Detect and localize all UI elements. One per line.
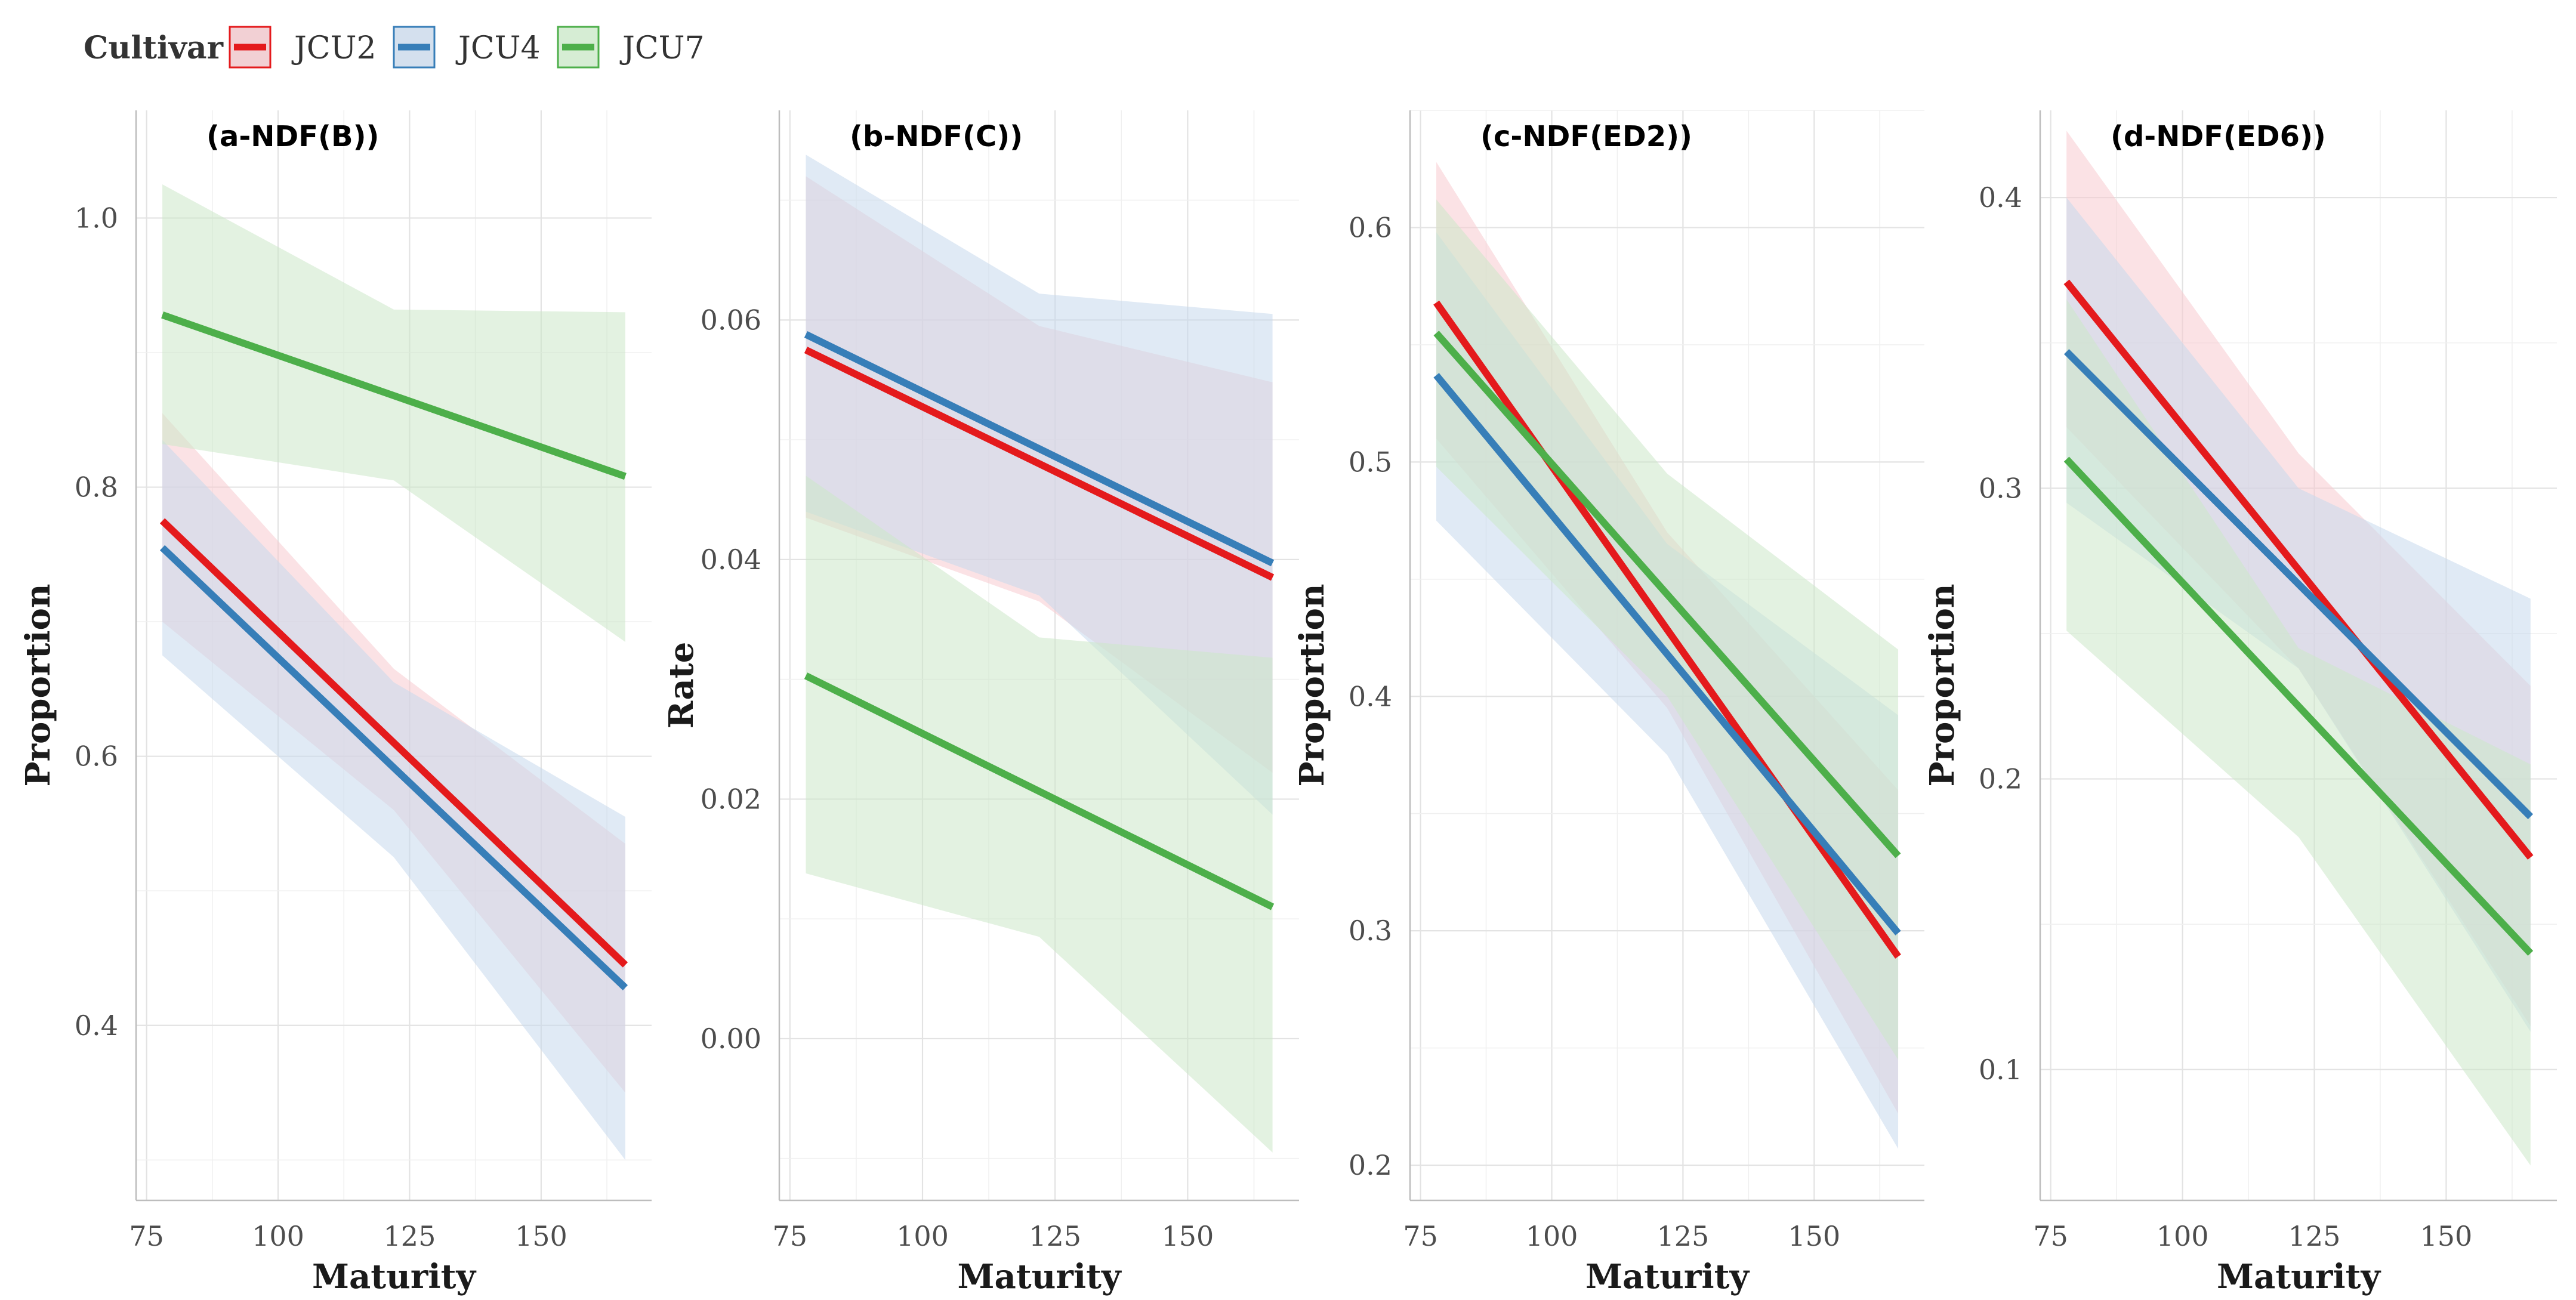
x-tick-label: 125 [1029, 1220, 1081, 1252]
series-line-jcu4 [804, 331, 1275, 567]
series-line-jcu2 [1433, 300, 1901, 959]
x-tick-label: 125 [2288, 1220, 2341, 1252]
x-tick-label: 150 [2420, 1220, 2473, 1252]
x-tick-label: 75 [1403, 1220, 1438, 1252]
panel-b: 75 100 125 150 0.00 0.02 0.04 0.06 Maturity Rate (… [662, 110, 1299, 1296]
legend-item-jcu2: JCU2 [229, 26, 377, 69]
y-tick-label: 0.3 [1979, 472, 2022, 504]
ci-ribbons [162, 184, 625, 1160]
legend-label-jcu2: JCU2 [291, 30, 377, 66]
grid [1410, 110, 1924, 1200]
series-line-jcu2 [2063, 279, 2534, 860]
ci-ribbon-jcu7 [162, 184, 625, 642]
y-tick-label: 1.0 [75, 202, 118, 234]
series-line-jcu7 [804, 672, 1275, 910]
panel-title-d: (d-NDF(ED6)) [2111, 120, 2326, 153]
x-tick-label: 150 [1788, 1220, 1840, 1252]
x-axis-title: Maturity [2217, 1257, 2381, 1296]
y-tick-label: 0.8 [75, 471, 118, 504]
panel-title-a: (a-NDF(B)) [206, 120, 379, 153]
x-tick-label: 75 [773, 1220, 808, 1252]
series-line-jcu2 [159, 518, 628, 968]
series-line-jcu4 [159, 545, 628, 990]
legend-title: Cultivar [84, 30, 224, 66]
panel-title-b: (b-NDF(C)) [850, 120, 1023, 153]
y-tick-label: 0.6 [75, 740, 118, 773]
series-line-jcu7 [1433, 331, 1901, 859]
x-tick-label: 100 [2157, 1220, 2209, 1252]
x-tick-label: 125 [1656, 1220, 1709, 1252]
legend-item-jcu4: JCU4 [393, 26, 541, 69]
fit-lines [804, 331, 1275, 910]
fit-lines [2063, 279, 2534, 956]
x-tick-label: 100 [252, 1220, 304, 1252]
legend-label-jcu4: JCU4 [455, 30, 541, 66]
y-axis-title: Proportion [18, 583, 58, 786]
ci-ribbon-jcu7 [2066, 299, 2531, 1166]
x-tick-label: 75 [2033, 1220, 2068, 1252]
y-tick-label: 0.6 [1349, 211, 1392, 243]
series-line-jcu2 [804, 347, 1275, 581]
y-axis-title: Proportion [1292, 583, 1332, 786]
panel-title-c: (c-NDF(ED2)) [1480, 120, 1692, 153]
panel-d: 75 100 125 150 0.1 0.2 0.3 0.4 Maturity Proportio… [1923, 110, 2557, 1296]
y-tick-label: 0.5 [1349, 446, 1392, 478]
legend: Cultivar JCU2 JCU4 JCU7 [84, 26, 705, 69]
x-tick-label: 100 [896, 1220, 949, 1252]
x-tick-label: 125 [384, 1220, 436, 1252]
x-tick-label: 75 [129, 1220, 164, 1252]
series-line-jcu7 [2063, 456, 2534, 956]
series-line-jcu4 [1433, 373, 1901, 935]
ci-ribbons [2066, 131, 2531, 1166]
y-tick-label: 0.00 [701, 1023, 761, 1055]
panel-c: 75 100 125 150 0.2 0.3 0.4 0.5 0.6 Maturity Propor… [1292, 110, 1924, 1296]
fit-lines [1433, 300, 1901, 959]
x-tick-label: 150 [1161, 1220, 1214, 1252]
y-axis-title: Rate [662, 642, 701, 729]
x-tick-label: 100 [1526, 1220, 1578, 1252]
y-tick-label: 0.04 [701, 544, 761, 576]
y-tick-label: 0.4 [75, 1009, 118, 1042]
x-axis-title: Maturity [312, 1257, 477, 1296]
legend-label-jcu7: JCU7 [619, 30, 705, 66]
y-tick-label: 0.2 [1979, 763, 2022, 795]
y-tick-label: 0.06 [701, 304, 761, 336]
series-line-jcu4 [2063, 349, 2534, 820]
y-tick-label: 0.4 [1349, 680, 1392, 712]
x-axis-title: Maturity [1585, 1257, 1750, 1296]
ci-ribbon-jcu7 [806, 475, 1273, 1153]
y-tick-label: 0.3 [1349, 915, 1392, 947]
ci-ribbons [806, 155, 1273, 1153]
panel-a: 75 100 125 150 0.4 0.6 0.8 1.0 Maturity Proportio… [18, 110, 652, 1296]
legend-item-jcu7: JCU7 [557, 26, 705, 69]
fit-lines [159, 311, 628, 990]
x-tick-label: 150 [515, 1220, 567, 1252]
y-tick-label: 0.02 [701, 783, 761, 815]
y-tick-label: 0.1 [1979, 1054, 2022, 1086]
ci-ribbon-jcu4 [162, 440, 625, 1160]
y-tick-label: 0.2 [1349, 1149, 1392, 1181]
y-axis-title: Proportion [1923, 583, 1962, 786]
x-axis-title: Maturity [957, 1257, 1122, 1296]
y-tick-label: 0.4 [1979, 181, 2022, 214]
series-line-jcu7 [161, 311, 627, 480]
